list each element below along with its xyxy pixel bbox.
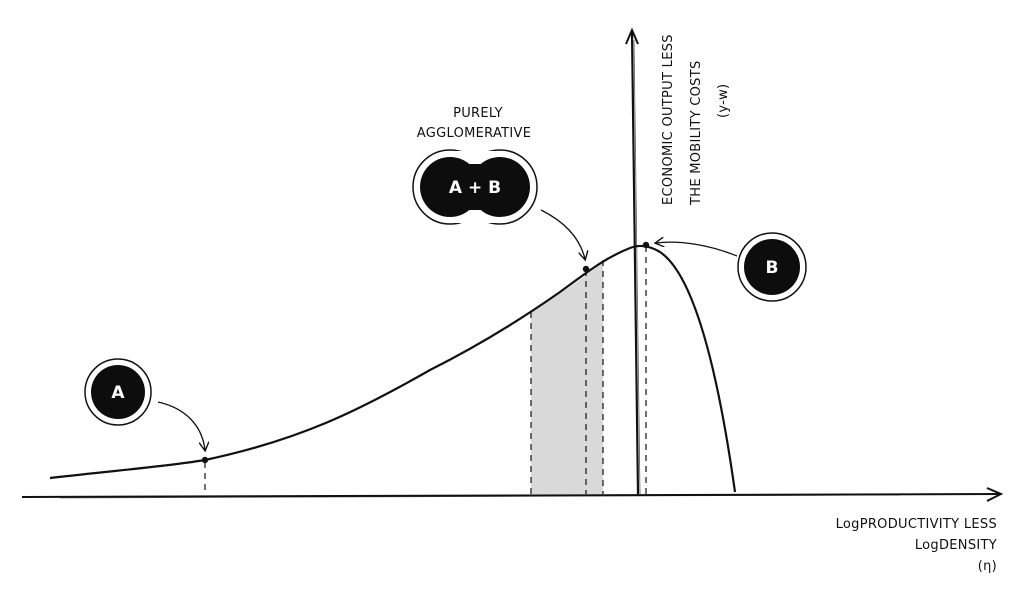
point-ab xyxy=(582,265,590,273)
arrow-b-to-point xyxy=(656,242,738,257)
badge-b-label: B xyxy=(766,258,779,278)
x-axis-label-line2: LogDENSITY xyxy=(915,538,997,553)
region-label: PURELY AGGLOMERATIVE xyxy=(417,106,531,141)
x-axis-label: LogPRODUCTIVITY LESS LogDENSITY (η) xyxy=(836,517,997,574)
x-axis xyxy=(21,487,1004,502)
badge-ab: A + B xyxy=(412,149,538,225)
badge-ab-label: A + B xyxy=(449,178,501,198)
dashed-guides xyxy=(204,246,647,494)
point-a xyxy=(201,456,209,464)
agglomerative-region-shade xyxy=(531,262,603,494)
y-axis-label: ECONOMIC OUTPUT LESS THE MOBILITY COSTS … xyxy=(661,34,731,206)
badge-a: A xyxy=(84,358,152,426)
badge-a-label: A xyxy=(111,383,125,403)
y-axis-label-line2: THE MOBILITY COSTS xyxy=(689,60,704,206)
arrow-ab-to-point xyxy=(540,209,585,259)
x-axis-label-line3: (η) xyxy=(978,559,997,574)
region-label-line1: PURELY xyxy=(453,106,503,121)
y-axis-arrowhead xyxy=(625,27,639,45)
badge-b: B xyxy=(737,232,807,302)
x-axis-label-line1: LogPRODUCTIVITY LESS xyxy=(836,517,997,532)
output-curve xyxy=(49,244,737,493)
y-axis-label-line1: ECONOMIC OUTPUT LESS xyxy=(661,34,676,205)
point-b xyxy=(642,241,650,249)
y-axis xyxy=(625,27,641,495)
x-axis-arrowhead xyxy=(986,487,1004,502)
region-label-line2: AGGLOMERATIVE xyxy=(417,126,531,141)
arrow-a-to-point xyxy=(157,401,205,450)
y-axis-label-line3: (y-w) xyxy=(716,84,731,118)
